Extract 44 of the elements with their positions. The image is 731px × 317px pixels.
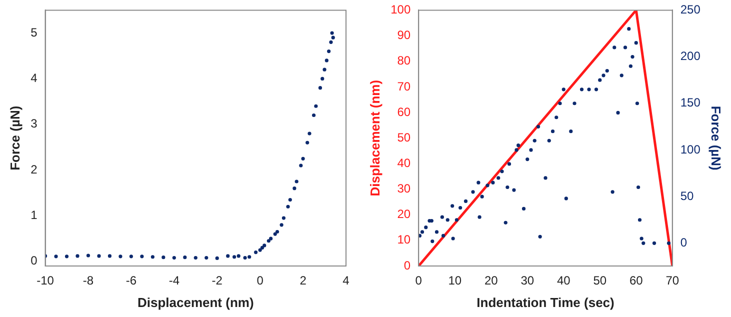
x-axis-title: Displacement (nm) bbox=[137, 294, 254, 310]
y-tick-label: 80 bbox=[397, 54, 411, 68]
x-tick-label: 2 bbox=[300, 274, 307, 288]
y2-axis-title: Force (µN) bbox=[708, 106, 724, 170]
x-tick-label: 70 bbox=[666, 274, 680, 288]
x-tick-label: -10 bbox=[36, 274, 54, 288]
x-tick-label: 50 bbox=[593, 274, 607, 288]
y2-tick-label: 250 bbox=[680, 2, 701, 17]
x-tick-label: 20 bbox=[484, 274, 498, 288]
y-tick-label: 2 bbox=[30, 162, 38, 176]
y-tick-label: 3 bbox=[30, 116, 38, 131]
y-axis-title: Displacement (nm) bbox=[367, 80, 382, 196]
y-tick-label: 50 bbox=[397, 130, 411, 144]
y-tick-label: 40 bbox=[397, 156, 411, 170]
y-tick-label: 5 bbox=[30, 25, 38, 40]
x-tick-label: -2 bbox=[212, 274, 223, 288]
x-tick-label: -4 bbox=[168, 274, 180, 288]
x-tick-label: 4 bbox=[342, 274, 350, 288]
x-axis-title: Indentation Time (sec) bbox=[476, 294, 614, 310]
y-axis-title: Force (µN) bbox=[7, 106, 22, 170]
x-tick-label: 40 bbox=[556, 274, 571, 288]
y2-tick-label: 200 bbox=[680, 49, 701, 64]
y2-tick-label: 100 bbox=[680, 142, 701, 156]
y-tick-label: 1 bbox=[30, 208, 38, 222]
y-tick-label: 0 bbox=[30, 254, 38, 268]
y-tick-label: 100 bbox=[390, 2, 411, 17]
y-tick-label: 10 bbox=[397, 232, 411, 247]
x-tick-label: 30 bbox=[520, 274, 534, 288]
y-tick-label: 90 bbox=[397, 28, 411, 42]
x-tick-label: -8 bbox=[82, 274, 94, 288]
x-tick-label: 60 bbox=[629, 274, 644, 288]
y-tick-label: 70 bbox=[397, 79, 411, 94]
x-tick-label: 0 bbox=[415, 274, 422, 288]
x-tick-label: 0 bbox=[256, 274, 264, 288]
y2-tick-label: 50 bbox=[680, 188, 694, 203]
y-tick-label: 30 bbox=[397, 182, 411, 196]
y-tick-label: 0 bbox=[404, 258, 411, 272]
y2-tick-label: 150 bbox=[680, 96, 701, 110]
y-tick-label: 20 bbox=[397, 207, 411, 222]
x-tick-label: -6 bbox=[126, 274, 137, 288]
y-tick-label: 60 bbox=[397, 104, 411, 119]
y-tick-label: 4 bbox=[30, 71, 38, 86]
y2-tick-label: 0 bbox=[680, 235, 688, 250]
x-tick-label: 10 bbox=[448, 274, 462, 288]
